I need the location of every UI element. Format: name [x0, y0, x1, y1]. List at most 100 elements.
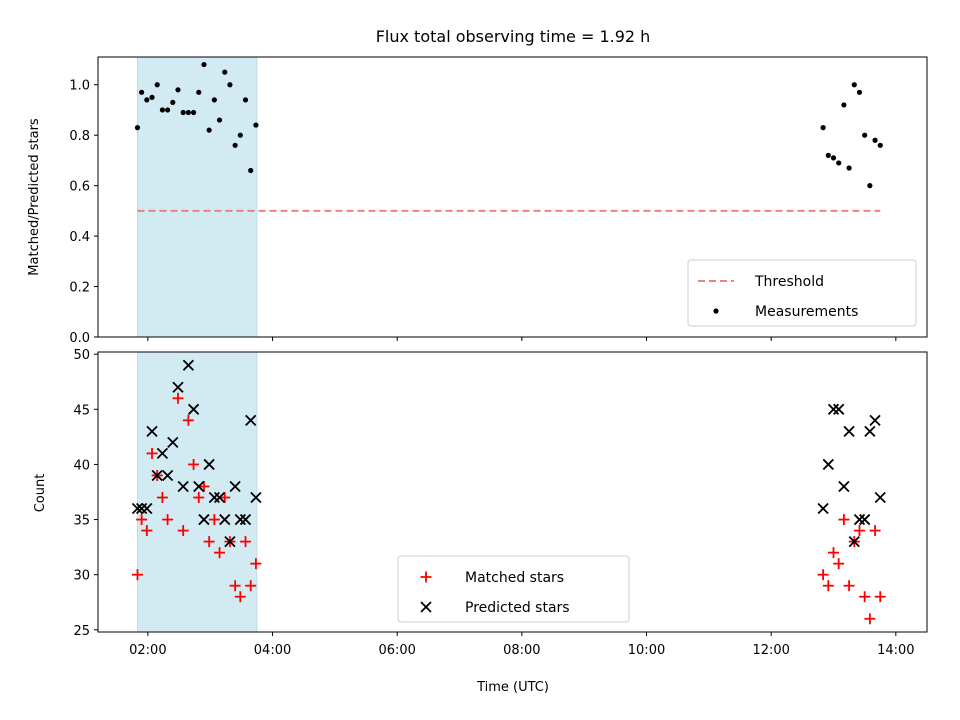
predicted-star-point: [156, 447, 169, 460]
legend-handle: [420, 601, 432, 613]
predicted-star-point: [167, 436, 179, 449]
measurement-point: [856, 89, 863, 95]
y-axis-label-count: Count: [33, 474, 48, 513]
matched-star-point: [245, 580, 257, 592]
predicted-star-point: [151, 469, 163, 482]
x-marker-b: [203, 458, 215, 471]
predicted-star-point: [827, 403, 840, 415]
measurement-point: [170, 99, 176, 106]
predicted-star-point: [250, 491, 262, 504]
predicted-star-point: [135, 502, 148, 515]
measurement-point: [190, 109, 197, 116]
legend-handle: [420, 571, 432, 583]
x-marker-b: [833, 403, 845, 415]
y-axis-label-ratio: Matched/Predicted stars: [27, 118, 42, 276]
y-tick-label: 0.8: [69, 129, 90, 144]
matched-star-point: [131, 569, 143, 581]
x-marker-b: [827, 403, 840, 415]
measurement-point: [216, 117, 223, 123]
matched-star-point: [203, 536, 215, 548]
measurement-point: [862, 132, 868, 138]
x-marker-b: [172, 381, 184, 393]
matched-star-point: [250, 558, 262, 570]
predicted-star-point: [239, 513, 252, 526]
predicted-star-point: [141, 502, 153, 515]
matched-star-point: [869, 525, 881, 537]
observing-window-band: [136, 56, 258, 338]
y-tick-label: 50: [73, 348, 90, 363]
x-marker-b: [146, 425, 158, 438]
legend-box: [687, 259, 917, 327]
x-marker-b: [167, 436, 179, 449]
chart-title: Flux total observing time = 1.92 h: [376, 27, 651, 46]
matched-star-point: [182, 414, 194, 426]
predicted-star-point: [161, 469, 174, 482]
legend-label: Measurements: [755, 304, 858, 320]
measurement-point: [830, 155, 837, 161]
x-marker-b: [193, 480, 205, 493]
matched-star-point: [240, 536, 252, 548]
measurement-point: [877, 142, 883, 148]
x-tick-label: 02:00: [129, 643, 166, 658]
measurement-point: [165, 107, 171, 113]
x-marker-b: [161, 469, 174, 482]
measurement-point: [180, 109, 186, 116]
measurement-point: [211, 97, 217, 103]
measurement-point: [242, 97, 249, 103]
matched-star-point: [874, 591, 886, 603]
legend-label: Threshold: [754, 274, 824, 290]
predicted-star-point: [182, 359, 195, 371]
x-tick-label: 14:00: [877, 643, 914, 658]
x-marker-b: [250, 491, 262, 504]
measurement-point: [159, 107, 166, 113]
y-tick-label: 45: [73, 403, 90, 418]
matched-star-point: [136, 514, 148, 526]
legend-label: Matched stars: [465, 570, 564, 586]
measurement-point: [175, 87, 181, 93]
x-marker-b: [843, 425, 855, 438]
x-marker-b: [229, 480, 241, 493]
x-marker-b: [853, 513, 866, 526]
x-tick-label: 12:00: [752, 643, 789, 658]
measurement-point: [144, 97, 150, 103]
matched-star-point: [177, 525, 189, 537]
predicted-star-point: [229, 480, 241, 493]
x-marker-b: [156, 447, 169, 460]
x-marker-b: [859, 513, 871, 526]
measurement-point: [237, 132, 243, 138]
matched-star-point: [219, 492, 231, 504]
matched-star-point: [864, 613, 876, 625]
matched-star-point: [859, 591, 871, 603]
predicted-star-point: [838, 480, 850, 493]
measurement-point: [846, 165, 852, 171]
legend-count: Matched stars Predicted stars: [397, 555, 630, 623]
matched-star-point: [162, 514, 174, 526]
x-marker-b: [817, 502, 829, 515]
x-marker-b: [187, 403, 200, 415]
x-tick-label: 10:00: [628, 643, 665, 658]
x-marker-b: [151, 469, 163, 482]
matched-star-point: [853, 525, 865, 537]
x-marker-b: [864, 425, 876, 438]
y-tick-label: 30: [73, 569, 90, 584]
x-marker-b: [208, 491, 220, 504]
predicted-star-point: [198, 513, 210, 526]
measurement-point: [872, 137, 878, 143]
measurement-point: [206, 127, 212, 133]
predicted-star-point: [187, 403, 200, 415]
matched-star-point: [828, 547, 840, 559]
predicted-star-point: [833, 403, 845, 415]
measurement-point: [149, 94, 155, 100]
matched-star-point: [838, 514, 850, 526]
measurement-point: [825, 152, 831, 158]
x-marker-b: [182, 359, 195, 371]
legend-dot: [713, 308, 719, 314]
matched-star-point: [193, 492, 205, 504]
measurement-point: [139, 89, 145, 95]
predicted-star-point: [203, 458, 215, 471]
y-tick-label: 0.6: [69, 180, 90, 195]
x-marker-b: [224, 535, 236, 548]
x-marker-b: [234, 513, 246, 526]
measurement-point: [227, 82, 233, 88]
